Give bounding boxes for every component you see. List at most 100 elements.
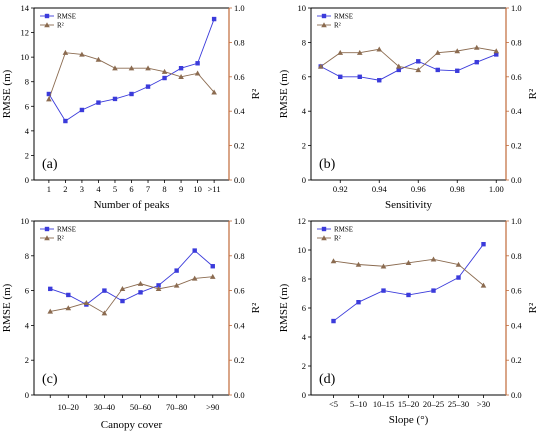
legend-label: R² — [334, 235, 341, 243]
panel-label: (b) — [319, 157, 336, 172]
r2-point — [211, 89, 217, 95]
legend-marker-triangle — [321, 235, 327, 241]
x-tick-label: 0.98 — [450, 184, 465, 194]
rmse-point — [357, 74, 362, 79]
y2-tick-label: 1.0 — [511, 216, 522, 226]
y2-tick-label: 0.8 — [234, 251, 245, 261]
y2-tick-label: 0.0 — [511, 175, 522, 185]
y-axis-label: RMSE (m) — [1, 283, 13, 332]
chart-panel-4: <5 5–10 10–15 15–20 20–25 25–30 >30 0 2 4 6 8 10 12 0.… — [278, 216, 539, 426]
r2-point — [95, 56, 102, 62]
y-tick-label: 2 — [25, 355, 29, 365]
y-tick-label: 8 — [302, 37, 306, 47]
r2-point — [79, 51, 85, 57]
rmse-point — [66, 292, 71, 298]
y2-tick-label: 0.4 — [234, 320, 245, 330]
rmse-point — [474, 59, 479, 65]
y2-tick-label: 0.6 — [511, 286, 522, 296]
rmse-point — [195, 61, 200, 66]
y-tick-label: 4 — [25, 126, 30, 136]
rmse-point — [192, 248, 197, 253]
chart-panel-3: 10–20 30–40 50–60 70–80 >90 0 2 4 6 8 10 0.0 0.2 0.4 0… — [1, 216, 262, 431]
y-tick-label: 10 — [298, 3, 307, 13]
r2-point — [119, 286, 126, 292]
x-tick-label: 4 — [96, 184, 101, 194]
x-axis-label: Number of peaks — [94, 199, 170, 211]
y2-tick-label: 0.4 — [511, 106, 522, 116]
panel-label: (a) — [42, 157, 58, 172]
rmse-point — [79, 107, 85, 113]
legend-marker-square — [321, 226, 327, 232]
r2-point — [137, 280, 144, 286]
x-tick-label: >90 — [206, 402, 219, 412]
x-tick-label: 5–10 — [350, 399, 367, 409]
r2-point — [454, 48, 461, 54]
r2-point — [317, 63, 324, 69]
series-line-rmse — [320, 54, 497, 81]
x-tick-label: 30–40 — [94, 402, 115, 412]
x-tick-label: 10–20 — [58, 402, 79, 412]
y2-tick-label: 0.8 — [511, 37, 522, 47]
y-tick-label: 6 — [25, 101, 29, 111]
rmse-point — [338, 74, 343, 79]
r2-point — [128, 65, 135, 71]
r2-point — [415, 67, 422, 73]
y-axis-label: RMSE (m) — [1, 69, 13, 118]
rmse-point — [162, 75, 167, 81]
rmse-point — [178, 66, 184, 71]
r2-point — [395, 63, 402, 69]
series-line-r2 — [50, 276, 213, 314]
x-tick-label: 0.96 — [411, 184, 426, 194]
rmse-point — [416, 59, 421, 64]
y-tick-label: 14 — [21, 3, 30, 13]
x-tick-label: 25–30 — [448, 399, 469, 409]
r2-point — [191, 275, 198, 281]
series-line-rmse — [333, 243, 484, 322]
x-axis-label: Sensitivity — [385, 199, 433, 211]
legend-label: RMSE — [334, 226, 353, 234]
r2-point — [480, 282, 487, 288]
rmse-point — [174, 268, 179, 273]
r2-point — [355, 261, 362, 267]
y2-tick-label: 0.0 — [511, 390, 522, 400]
y-tick-label: 0 — [302, 390, 306, 400]
r2-point — [493, 48, 500, 54]
legend-marker-triangle — [321, 22, 327, 28]
rmse-point — [377, 78, 382, 83]
y2-axis-label: R² — [250, 88, 262, 99]
x-tick-label: 50–60 — [130, 402, 151, 412]
r2-point — [455, 261, 462, 267]
legend-marker-square — [44, 226, 50, 232]
y-tick-label: 2 — [302, 361, 306, 371]
rmse-point — [331, 318, 336, 324]
rmse-point — [112, 96, 118, 102]
r2-point — [101, 310, 108, 316]
y-tick-label: 10 — [298, 245, 307, 255]
y2-tick-label: 0.4 — [511, 320, 522, 330]
legend-marker-square — [321, 13, 327, 19]
y-tick-label: 0 — [25, 390, 29, 400]
rmse-point — [210, 264, 215, 269]
r2-point — [376, 46, 383, 52]
r2-point — [173, 282, 180, 288]
x-tick-label: 0.94 — [372, 184, 388, 194]
y2-axis-label: R² — [527, 302, 539, 313]
x-tick-label: 7 — [146, 184, 150, 194]
r2-point — [330, 258, 337, 264]
x-tick-label: <5 — [329, 399, 338, 409]
x-tick-label: 10 — [193, 184, 202, 194]
panel-label: (c) — [42, 372, 58, 387]
y-tick-label: 8 — [25, 77, 29, 87]
y-tick-label: 2 — [25, 150, 29, 160]
legend-label: RMSE — [57, 13, 76, 21]
series-line-rmse — [50, 249, 214, 306]
x-tick-label: >30 — [477, 399, 490, 409]
panel-label: (d) — [319, 372, 336, 387]
y-tick-label: 4 — [302, 106, 307, 116]
y-tick-label: 6 — [25, 286, 29, 296]
rmse-point — [396, 67, 401, 73]
y-axis-label: RMSE (m) — [278, 69, 290, 118]
r2-point — [145, 65, 151, 71]
rmse-point — [435, 67, 440, 73]
